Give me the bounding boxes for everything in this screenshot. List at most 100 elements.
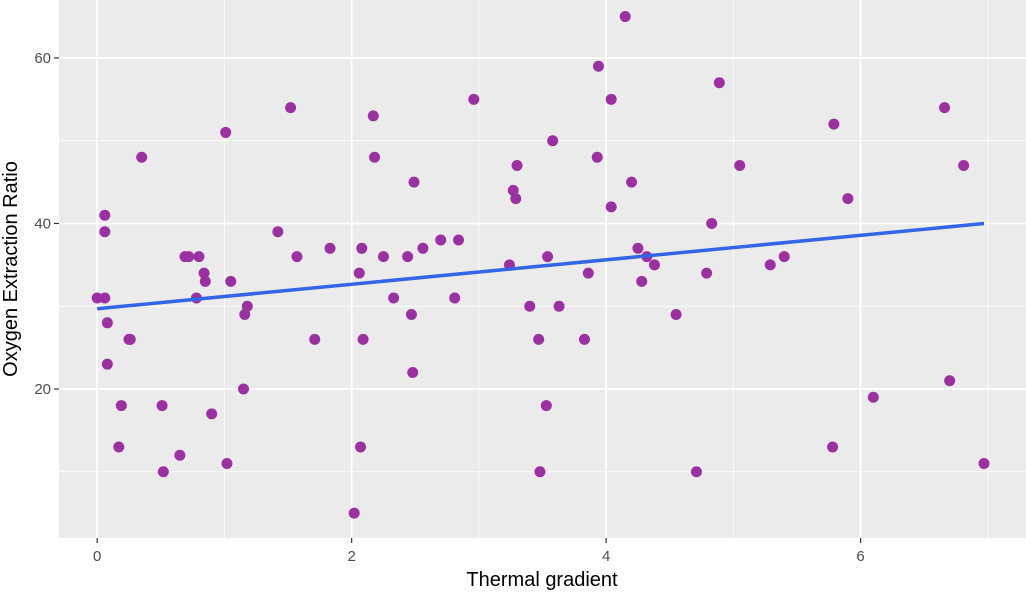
data-point <box>241 300 253 312</box>
data-point <box>533 333 545 345</box>
data-point <box>101 317 113 329</box>
data-point <box>553 300 565 312</box>
fit-line-layer <box>97 221 985 311</box>
data-point <box>353 267 365 279</box>
grid-minor <box>59 0 1026 538</box>
y-tick-label: 60 <box>34 50 51 67</box>
data-point <box>701 267 713 279</box>
data-point <box>734 160 746 172</box>
data-point <box>511 160 523 172</box>
data-point <box>377 251 389 263</box>
data-point <box>670 309 682 321</box>
y-tick-label: 40 <box>34 215 51 232</box>
plot-panel <box>59 0 1026 538</box>
data-point <box>220 126 232 138</box>
data-point <box>157 466 169 478</box>
data-point <box>348 507 360 519</box>
data-point <box>174 449 186 461</box>
data-point <box>468 93 480 105</box>
data-point <box>510 193 522 205</box>
data-point <box>540 400 552 412</box>
data-point <box>828 118 840 130</box>
data-point <box>136 151 148 163</box>
regression-line <box>97 221 985 311</box>
data-point <box>239 309 251 321</box>
data-point <box>183 251 195 263</box>
data-point <box>591 151 603 163</box>
data-point <box>582 267 594 279</box>
data-point <box>605 93 617 105</box>
data-point <box>237 383 249 395</box>
data-point <box>225 275 237 287</box>
data-point <box>592 60 604 72</box>
data-point <box>309 333 321 345</box>
x-tick-label: 2 <box>347 548 355 565</box>
data-point <box>867 391 879 403</box>
data-point <box>827 441 839 453</box>
data-point <box>101 358 113 370</box>
y-axis-title: Oxygen Extraction Ratio <box>0 161 22 377</box>
data-point <box>285 102 297 114</box>
data-point <box>842 193 854 205</box>
data-point <box>367 110 379 122</box>
data-point <box>939 102 951 114</box>
data-point <box>124 333 136 345</box>
x-axis-ticks: 0 2 4 6 <box>93 538 865 565</box>
data-point <box>690 466 702 478</box>
data-point <box>764 259 776 271</box>
data-point <box>206 408 218 420</box>
data-point <box>156 400 168 412</box>
data-point <box>547 135 559 147</box>
data-point <box>272 226 284 238</box>
data-point <box>632 242 644 254</box>
x-tick-label: 4 <box>602 548 610 565</box>
data-point <box>542 251 554 263</box>
data-point <box>449 292 461 304</box>
data-point <box>417 242 429 254</box>
data-point <box>402 251 414 263</box>
data-point <box>408 176 420 188</box>
data-point <box>357 333 369 345</box>
data-point <box>407 366 419 378</box>
data-point <box>324 242 336 254</box>
data-point <box>619 11 631 23</box>
data-point <box>713 77 725 89</box>
data-point <box>944 375 956 387</box>
y-axis-ticks: 20 40 60 <box>34 50 59 398</box>
x-tick-label: 6 <box>856 548 864 565</box>
points-layer <box>91 11 990 519</box>
data-point <box>198 267 210 279</box>
data-point <box>388 292 400 304</box>
data-point <box>113 441 125 453</box>
x-axis-title: Thermal gradient <box>466 569 618 591</box>
data-point <box>91 292 103 304</box>
data-point <box>648 259 660 271</box>
y-tick-label: 20 <box>34 381 51 398</box>
data-point <box>507 184 519 196</box>
data-point <box>99 209 111 221</box>
data-point <box>355 441 367 453</box>
data-point <box>115 400 127 412</box>
data-point <box>605 201 617 213</box>
data-point <box>534 466 546 478</box>
data-point <box>369 151 381 163</box>
grid-major <box>59 0 1026 538</box>
data-point <box>356 242 368 254</box>
data-point <box>99 292 111 304</box>
data-point <box>291 251 303 263</box>
data-point <box>193 251 205 263</box>
data-point <box>453 234 465 246</box>
data-point <box>524 300 536 312</box>
data-point <box>99 226 111 238</box>
data-point <box>706 217 718 229</box>
x-tick-label: 0 <box>93 548 101 565</box>
data-point <box>978 458 990 470</box>
data-point <box>626 176 638 188</box>
data-point <box>958 160 970 172</box>
data-point <box>435 234 447 246</box>
data-point <box>578 333 590 345</box>
data-point <box>221 458 233 470</box>
data-point <box>199 275 211 287</box>
data-point <box>636 275 648 287</box>
